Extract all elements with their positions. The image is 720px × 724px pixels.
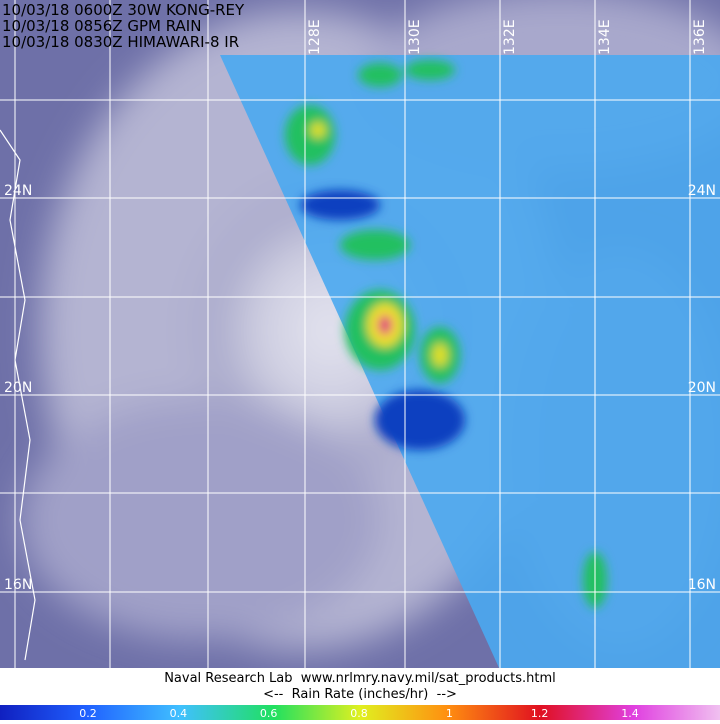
longitude-label: 136E [692, 19, 708, 55]
scale-title: <-- Rain Rate (inches/hr) --> [263, 687, 457, 702]
labels: 128E 130E 132E 134E 136E 24N 20N 16N 24N 20N 16N [4, 19, 716, 593]
colorbar-tick-label: 1.2 [531, 707, 549, 720]
longitude-label: 132E [502, 19, 518, 55]
colorbar-ticks: 0.2 0.4 0.6 0.8 1 1.2 1.4 [79, 707, 639, 720]
longitude-label: 130E [407, 19, 423, 55]
longitude-label: 134E [597, 19, 613, 55]
colorbar-tick-label: 0.2 [79, 707, 97, 720]
header-line: 10/03/18 0830Z HIMAWARI-8 IR [2, 33, 239, 51]
latitude-label: 24N [4, 183, 32, 199]
latitude-label: 16N [688, 577, 716, 593]
header-line: 10/03/18 0600Z 30W KONG-REY [2, 1, 245, 19]
latitude-label: 20N [4, 380, 32, 396]
credit: Naval Research Lab www.nrlmry.navy.mil/s… [164, 671, 556, 686]
colorbar-tick-label: 1.4 [621, 707, 639, 720]
footer [0, 668, 720, 705]
coastline [0, 129, 36, 661]
colorbar [0, 705, 720, 720]
latitude-label: 16N [4, 577, 32, 593]
graticule [0, 0, 720, 670]
header: 10/03/18 0600Z 30W KONG-REY 10/03/18 085… [2, 1, 245, 51]
colorbar-tick-label: 1 [446, 707, 453, 720]
header-line: 10/03/18 0856Z GPM RAIN [2, 17, 201, 35]
colorbar-tick-label: 0.8 [350, 707, 368, 720]
longitude-label: 128E [307, 19, 323, 55]
colorbar-tick-label: 0.6 [260, 707, 278, 720]
latitude-label: 20N [688, 380, 716, 396]
colorbar-tick-label: 0.4 [170, 707, 188, 720]
latitude-label: 24N [688, 183, 716, 199]
